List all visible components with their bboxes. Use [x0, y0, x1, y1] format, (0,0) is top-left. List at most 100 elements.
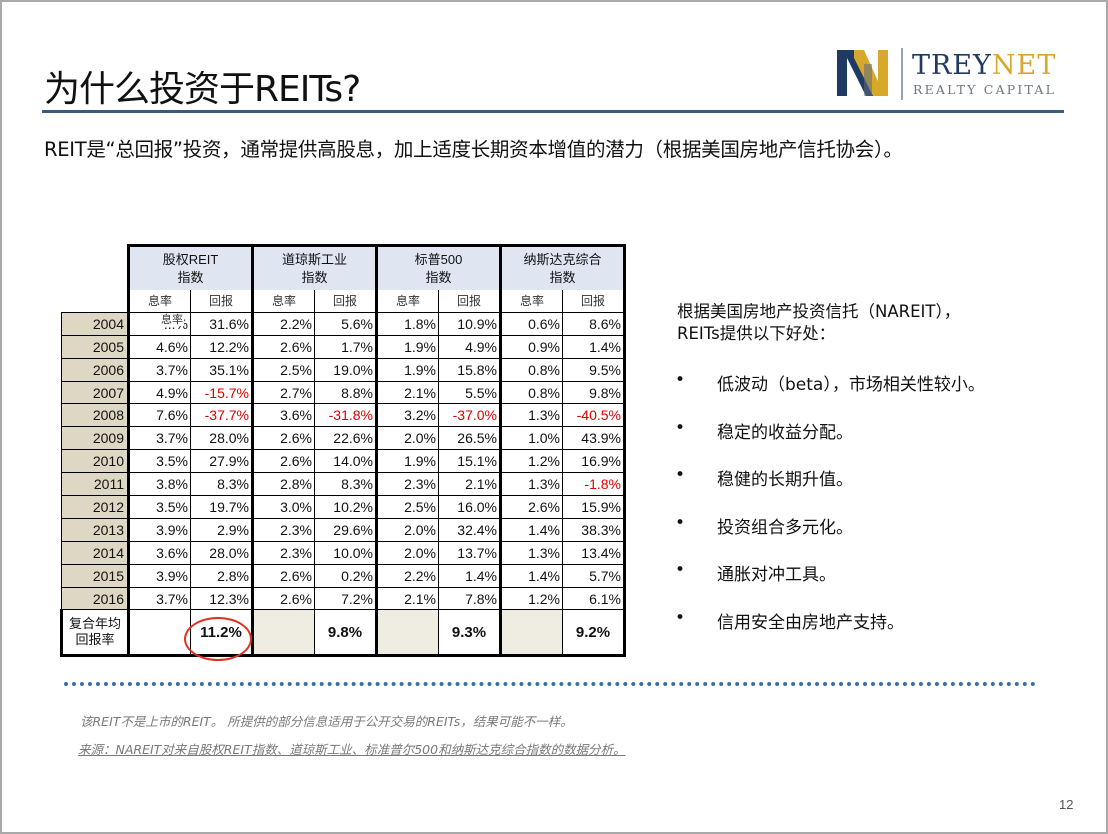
return-cell: 10.2% [314, 495, 377, 519]
index-header-sp500: 标普500 指数 [375, 244, 501, 290]
benefit-text: 信用安全由房地产支持。 [717, 612, 904, 633]
return-cell: -31.8% [314, 403, 377, 428]
benefit-text: 通胀对冲工具。 [717, 565, 836, 585]
page-number: 12 [1059, 797, 1074, 812]
table-row: 2008 7.6% -37.7% 3.6% -31.8% 3.2% -37.0% 1.3% -4… [61, 403, 626, 428]
yield-cell: 2.6% [251, 334, 315, 359]
return-cell: 13.7% [438, 540, 501, 565]
benefit-text: 稳定的收益分配。 [717, 422, 853, 443]
cagr-spacer [127, 609, 191, 658]
return-cell: 16.0% [438, 495, 501, 519]
logo-wordmark: TREYNET [912, 50, 1057, 81]
bullet-icon: • [675, 607, 686, 628]
return-cell: 9.8% [562, 380, 626, 405]
year-cell: 2005 [61, 334, 130, 359]
benefits-list: • 低波动（beta），市场相关性较小。 • 稳定的收益分配。 • 稳健的长期升值。 • 投… [675, 370, 985, 655]
table-row: 2014 3.6% 28.0% 2.3% 10.0% 2.0% 13.7% 1.3% 13.4% [61, 540, 626, 565]
yield-cell: 2.7% [251, 380, 315, 405]
benefit-item: • 信用安全由房地产支持。 [675, 608, 985, 656]
yield-cell: 4.6% [127, 334, 191, 359]
cagr-value-dow-jones: 9.8% [314, 609, 377, 658]
table-row: 2004...%31.6%2.2%5.6%1.8%10.9%0.6%8.6% [61, 311, 626, 336]
yield-cell: 3.7% [127, 357, 191, 382]
return-cell: -37.7% [190, 403, 253, 428]
year-cell: 2011 [61, 472, 130, 497]
return-cell: 1.4% [562, 334, 626, 359]
benefit-item: • 低波动（beta），市场相关性较小。 [675, 370, 985, 418]
benefit-item: • 稳健的长期升值。 [675, 465, 985, 513]
return-cell: 5.5% [438, 380, 501, 405]
return-cell: 2.9% [190, 517, 253, 542]
table-body: 2004...%31.6%2.2%5.6%1.8%10.9%0.6%8.6%20… [61, 311, 626, 611]
yield-cell: 1.3% [499, 540, 563, 565]
bullet-icon: • [675, 417, 686, 438]
bullet-icon: • [675, 465, 686, 485]
yield-cell: 0.8% [499, 357, 563, 382]
index-header-dow-jones: 道琼斯工业 指数 [251, 244, 377, 290]
year-cell: 2015 [61, 563, 130, 588]
yield-cell: 3.6% [127, 540, 191, 565]
yield-cell: 2.3% [251, 517, 315, 542]
return-cell: -15.7% [190, 380, 253, 405]
return-cell: 4.9% [438, 334, 501, 359]
yield-cell: 2.0% [375, 426, 439, 451]
benefit-item: • 投资组合多元化。 [675, 513, 985, 561]
year-cell: 2010 [61, 449, 130, 474]
benefit-text: 稳健的长期升值。 [717, 470, 853, 490]
table-row: 2007 4.9% -15.7% 2.7% 8.8% 2.1% 5.5% 0.8% 9.8% [61, 380, 626, 405]
return-cell: 16.9% [562, 449, 626, 474]
return-cell: 1.7% [314, 334, 377, 359]
year-cell: 2006 [61, 357, 130, 382]
yield-cell: 0.8% [499, 380, 563, 405]
yield-cell: 2.5% [375, 495, 439, 519]
cagr-row: 复合年均 回报率 11.2% 9.8% 9.3% 9.2% [60, 609, 626, 658]
return-cell: 35.1% [190, 357, 253, 382]
yield-cell: 2.6% [499, 495, 563, 519]
return-cell: 8.3% [190, 472, 253, 497]
year-cell: 2009 [61, 426, 130, 451]
return-cell: 26.5% [438, 426, 501, 451]
return-cell: 6.1% [562, 586, 626, 611]
return-cell: 5.6% [314, 311, 377, 336]
yield-cell: 4.9% [127, 380, 191, 405]
yield-cell: 3.7% [127, 426, 191, 451]
return-cell: 1.4% [438, 563, 501, 588]
yield-cell: 2.0% [375, 540, 439, 565]
benefit-item: • 稳定的收益分配。 [675, 418, 985, 466]
yield-cell: 2.5% [251, 357, 315, 382]
return-cell: 15.9% [562, 495, 626, 519]
sub-header-yield: 息率 [499, 290, 563, 313]
table-row: 2016 3.7% 12.3% 2.6% 7.2% 2.1% 7.8% 1.2% 6.1% [61, 586, 626, 611]
cagr-spacer [251, 609, 315, 658]
return-cell: 29.6% [314, 517, 377, 542]
sub-header-return: 回报 [438, 290, 501, 313]
yield-cell: 1.2% [499, 586, 563, 611]
yield-cell: 3.6% [251, 403, 315, 428]
yield-cell: 1.9% [375, 334, 439, 359]
page-title: 为什么投资于REITs? [44, 69, 361, 110]
year-cell: 2013 [61, 517, 130, 542]
year-cell: 2008 [61, 403, 130, 428]
bullet-icon: • [675, 560, 686, 580]
index-header-equity-reit: 股权REIT 指数 [127, 244, 253, 290]
return-cell: 43.9% [562, 426, 626, 451]
logo-mark-icon [837, 50, 888, 96]
return-cell: 15.1% [438, 449, 501, 474]
table-row: 2006 3.7% 35.1% 2.5% 19.0% 1.9% 15.8% 0.8% 9.5% [61, 357, 626, 382]
yield-cell: 2.3% [375, 472, 439, 497]
return-cell: 19.0% [314, 357, 377, 382]
sub-header-return: 回报 [562, 290, 626, 313]
sub-header-return: 回报 [314, 290, 377, 313]
return-cell: 38.3% [562, 517, 626, 542]
sub-header-yield: 息率 [127, 290, 191, 313]
yield-cell: 1.3% [499, 472, 563, 497]
year-cell: 2007 [61, 380, 130, 405]
yield-cell: 3.8% [127, 472, 191, 497]
logo-divider [901, 48, 903, 100]
return-cell: 12.3% [190, 586, 253, 611]
cagr-value-equity-reit: 11.2% [190, 609, 253, 658]
return-cell: 28.0% [190, 426, 253, 451]
dotted-divider [64, 682, 1036, 686]
sub-header-return: 回报 [190, 290, 253, 313]
